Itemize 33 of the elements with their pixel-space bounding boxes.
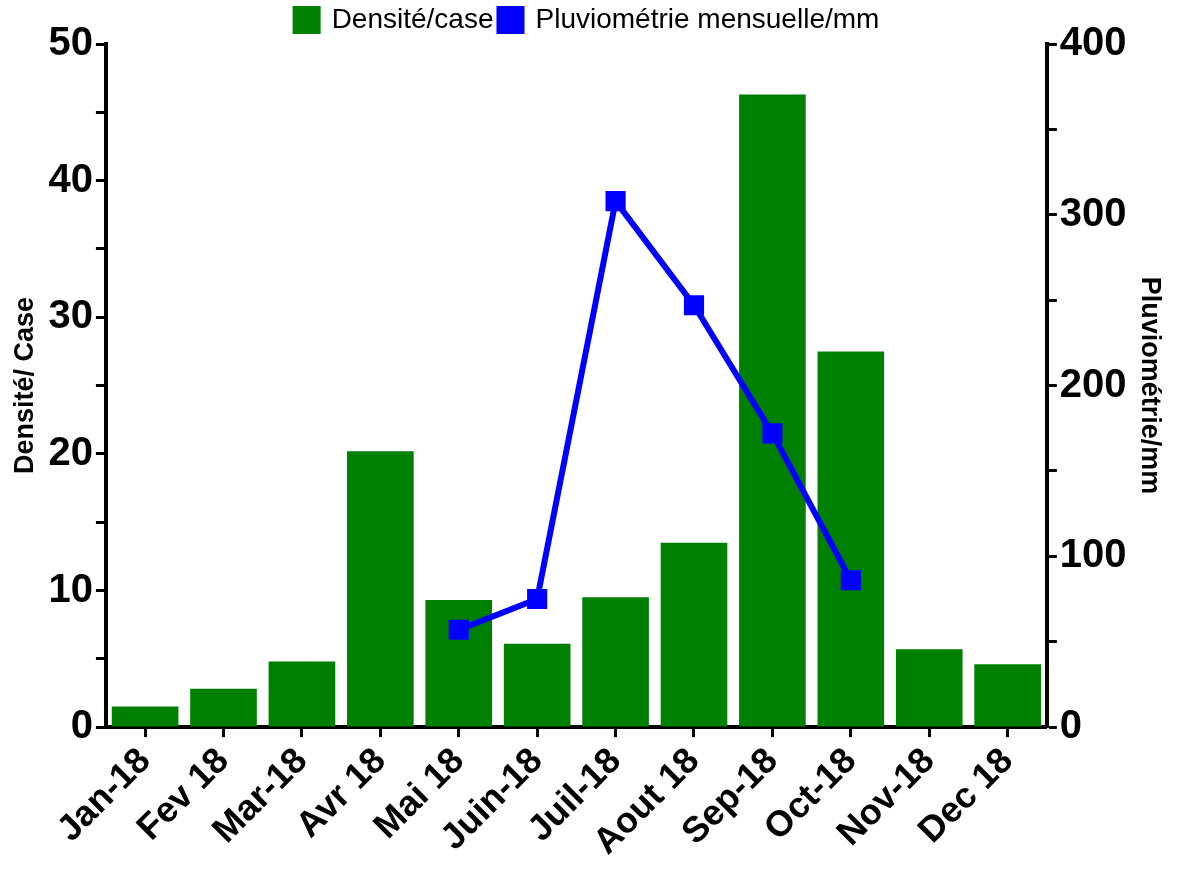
- y2-tick-label: 0: [1059, 702, 1083, 747]
- bar: [817, 351, 885, 727]
- bar: [895, 649, 963, 727]
- y2-tick-label: 200: [1059, 360, 1127, 405]
- y2-tick-label: 400: [1059, 19, 1127, 64]
- bar: [582, 597, 649, 727]
- point: [683, 295, 705, 316]
- y-tick-label: 40: [48, 155, 93, 200]
- bar: [111, 706, 179, 727]
- y-tick-label: 0: [70, 702, 93, 747]
- y2-tick-label: 100: [1059, 531, 1127, 576]
- bar: [268, 661, 336, 727]
- point: [840, 570, 861, 591]
- point: [762, 423, 783, 444]
- y2-tick-label: 300: [1059, 189, 1127, 234]
- y-tick-label: 10: [48, 565, 93, 610]
- point: [605, 191, 626, 212]
- point: [527, 588, 548, 610]
- bar: [425, 600, 493, 727]
- y-tick-label: 30: [48, 292, 93, 337]
- bar: [347, 451, 414, 727]
- y-tick-label: 50: [48, 19, 93, 64]
- legend-label: Densité/case: [331, 2, 494, 34]
- y-axis-title: Densité/ Case: [8, 297, 39, 475]
- bar: [660, 542, 728, 727]
- y-tick-label: 20: [48, 428, 93, 473]
- bar: [739, 94, 806, 727]
- bar: [974, 664, 1041, 727]
- y2-axis-title: Pluviométrie/mm: [1136, 276, 1167, 495]
- bar: [190, 688, 257, 727]
- bar: [503, 643, 571, 727]
- legend-label: Pluviométrie mensuelle/mm: [535, 2, 880, 34]
- point: [448, 619, 469, 640]
